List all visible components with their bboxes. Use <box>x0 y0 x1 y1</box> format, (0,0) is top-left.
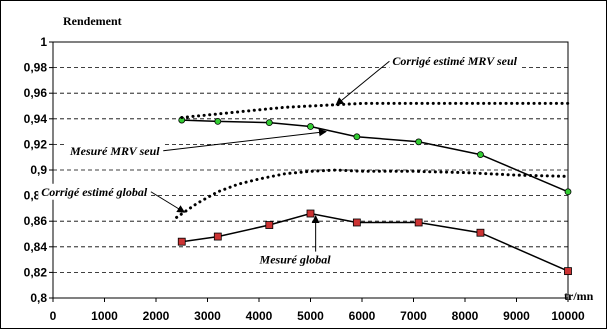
y-tick-label: 0,84 <box>24 240 48 254</box>
annotation-4-text: Mesuré global <box>259 253 332 267</box>
annotation-1: Corrigé estimé MRV seul <box>335 53 521 106</box>
annotation-layer: Corrigé estimé MRV seul Mesuré MRV seul Co… <box>38 53 521 268</box>
x-tick-label: 6000 <box>349 309 376 323</box>
series-3-line <box>180 101 570 119</box>
series-1-marker <box>415 138 423 146</box>
annotation-2: Mesuré MRV seul <box>66 128 327 159</box>
x-tick-label: 4000 <box>246 309 273 323</box>
annotation-3-arrow <box>150 191 186 213</box>
annotation-4: Mesuré global <box>255 215 335 268</box>
y-tick-label: 0,8 <box>30 291 47 305</box>
series-1-marker <box>214 117 222 125</box>
series-2-line <box>181 212 569 272</box>
grid-layer <box>53 67 568 273</box>
x-tick-label: 3000 <box>194 309 221 323</box>
series-2-marker <box>177 237 186 246</box>
series-2-marker <box>306 209 315 218</box>
x-tick-label: 2000 <box>143 309 170 323</box>
annotation-1-text: Corrigé estimé MRV seul <box>392 54 517 68</box>
series-1-marker <box>564 188 572 196</box>
y-tick-label: 0,94 <box>24 112 48 126</box>
series-4-line <box>175 168 570 219</box>
annotation-2-box <box>66 142 164 159</box>
series-2-marker <box>352 218 361 227</box>
x-tick-label: 0 <box>50 309 57 323</box>
annotation-1-arrow <box>335 60 390 106</box>
series-layer <box>175 101 572 276</box>
y-tick-label: 0,98 <box>24 61 48 75</box>
y-tick-label: 0,82 <box>24 265 48 279</box>
y-tick-label: 1 <box>40 35 47 49</box>
x-axis-title: tr/mn <box>564 289 594 303</box>
series-1-line <box>181 119 569 193</box>
x-tick-label: 7000 <box>400 309 427 323</box>
annotation-4-box <box>255 251 335 268</box>
y-tick-label: 0,86 <box>24 214 48 228</box>
series-2-marker <box>414 218 423 227</box>
x-tick-label: 9000 <box>503 309 530 323</box>
series-1-marker <box>307 123 314 130</box>
annotation-2-arrow <box>163 128 327 152</box>
annotation-3: Corrigé estimé global <box>38 183 186 213</box>
series-2-marker <box>213 232 222 241</box>
x-tick-label: 1000 <box>91 309 118 323</box>
y-tick-label: 0,9 <box>30 163 47 177</box>
y-axis-title: Rendement <box>63 14 122 28</box>
annotation-2-text: Mesuré MRV seul <box>69 144 160 158</box>
annotation-3-box <box>38 183 151 200</box>
series-2-marker <box>476 228 485 237</box>
series-2-marker <box>265 221 274 229</box>
x-tick-label: 10000 <box>551 309 585 323</box>
x-tick-label: 8000 <box>452 309 479 323</box>
y-tick-label: 0,96 <box>24 86 48 100</box>
series-1-marker <box>265 119 273 127</box>
y-tick-label: 0,92 <box>24 137 48 151</box>
series-1-marker <box>477 151 484 159</box>
annotation-1-box <box>389 53 521 70</box>
series-1-marker <box>353 133 361 141</box>
annotation-3-text: Corrigé estimé global <box>41 185 148 199</box>
x-tick-label: 5000 <box>297 309 324 323</box>
series-2-marker <box>564 267 572 276</box>
tick-layer: 0,80,820,840,860,880,90,920,940,960,9810… <box>24 35 585 323</box>
